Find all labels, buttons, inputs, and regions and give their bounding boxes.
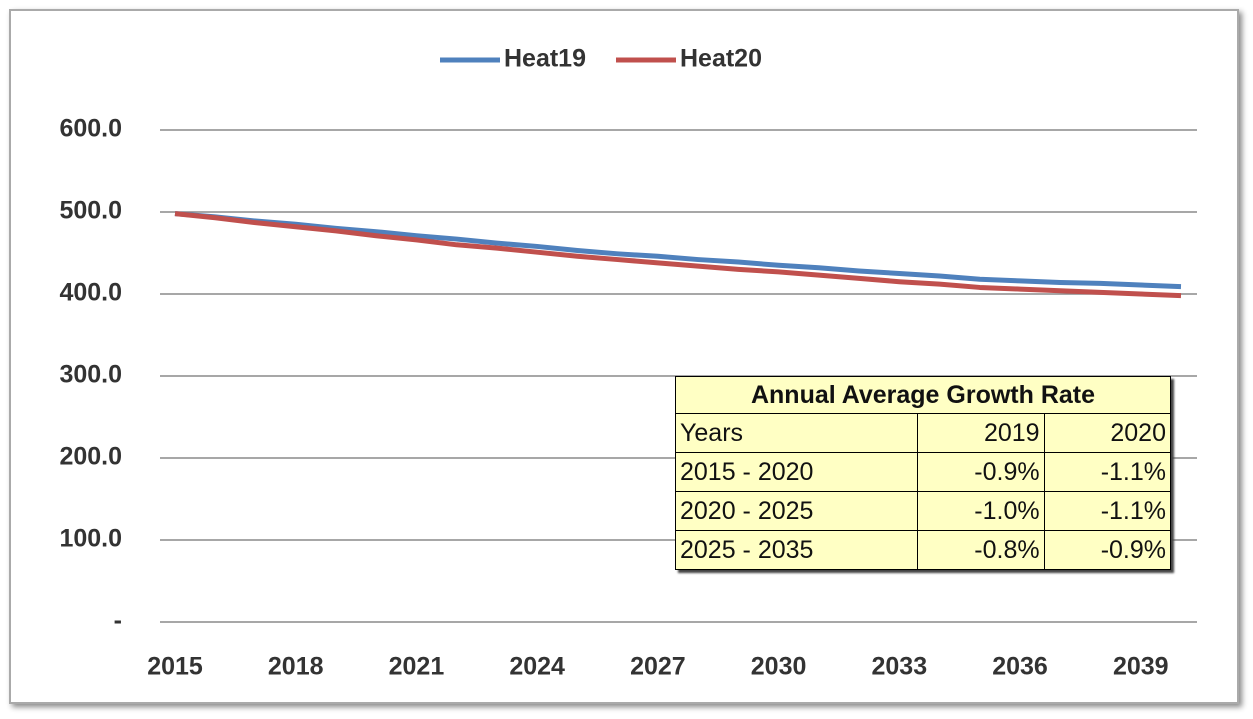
series-line (174, 211, 1182, 299)
table-header: 2020 (1043, 413, 1172, 453)
x-tick-label: 2039 (1113, 653, 1169, 681)
x-tick-label: 2036 (992, 653, 1048, 681)
x-tick-label: 2033 (872, 653, 928, 681)
x-tick-label: 2021 (389, 653, 445, 681)
growth-table: Annual Average Growth Rate Years 2019 20… (674, 376, 1172, 570)
y-tick-label: 200.0 (59, 443, 122, 471)
x-tick-label: 2027 (630, 653, 686, 681)
table-header: 2019 (917, 413, 1045, 453)
y-tick-label: 500.0 (59, 197, 122, 225)
y-tick-label: 400.0 (59, 279, 122, 307)
chart-frame (9, 9, 1239, 704)
legend-label: Heat20 (680, 45, 762, 73)
y-tick-label: - (114, 607, 122, 635)
table-cell: -1.0% (917, 491, 1045, 531)
y-tick-label: 600.0 (59, 115, 122, 143)
table-header: Years (674, 413, 919, 453)
table-title: Annual Average Growth Rate (675, 376, 1171, 414)
y-tick-label: 300.0 (59, 361, 122, 389)
legend-label: Heat19 (504, 45, 586, 73)
table-cell: -1.1% (1043, 452, 1172, 492)
table-cell: -0.9% (1043, 530, 1172, 570)
series-line (174, 211, 1182, 290)
table-cell: 2015 - 2020 (674, 452, 919, 492)
table-cell: 2020 - 2025 (674, 491, 919, 531)
table-cell: -1.1% (1043, 491, 1172, 531)
table-cell: -0.9% (917, 452, 1045, 492)
x-tick-label: 2024 (509, 653, 565, 681)
table-cell: -0.8% (917, 530, 1045, 570)
x-tick-label: 2015 (147, 653, 203, 681)
x-tick-label: 2018 (268, 653, 324, 681)
x-tick-label: 2030 (751, 653, 807, 681)
y-tick-label: 100.0 (59, 525, 122, 553)
table-cell: 2025 - 2035 (674, 530, 919, 570)
